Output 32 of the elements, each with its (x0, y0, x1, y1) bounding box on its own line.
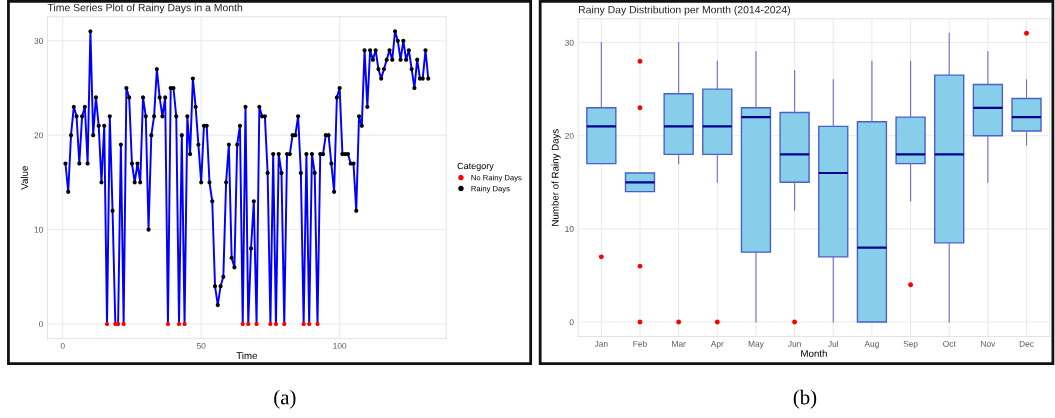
x-tick-label: Nov (981, 340, 996, 347)
y-tick-label: 10 (565, 226, 574, 232)
x-tick-label: Mar (672, 340, 686, 347)
x-tick-label: Sep (903, 340, 918, 349)
x-axis-title: Month (801, 349, 827, 357)
y-tick-label: 30 (565, 39, 574, 46)
x-tick-label: Apr (710, 340, 724, 349)
text: (a) (274, 389, 296, 409)
x-tick-label: 0 (60, 342, 65, 349)
legend-title: Category (457, 162, 494, 171)
text: (b) (793, 389, 817, 409)
x-axis-title: Time (236, 351, 258, 360)
y-tick-label: 0 (569, 319, 574, 326)
y-tick-label: 0 (39, 321, 43, 328)
x-tick-label: 50 (196, 342, 206, 349)
y-tick-label: 20 (565, 132, 574, 139)
x-tick-label: Jan (594, 340, 608, 347)
x-tick-label: Aug (864, 340, 879, 349)
x-tick-label: Dec (1019, 340, 1034, 347)
y-tick-label: 10 (34, 226, 43, 233)
x-tick-label: May (748, 340, 764, 349)
y-tick-label: 30 (34, 37, 43, 44)
x-tick-label: Oct (943, 340, 956, 347)
x-tick-label: 100 (333, 342, 347, 349)
x-tick-label: Jun (788, 340, 801, 347)
chart-title: Time Series Plot of Rainy Days in a Month (47, 3, 243, 14)
y-axis-title: Value (20, 166, 28, 190)
y-tick-label: 20 (34, 132, 43, 139)
x-tick-label: Feb (633, 340, 647, 347)
x-tick-label: Jul (828, 340, 839, 347)
y-axis-title: Number of Rainy Days (551, 129, 561, 226)
chart-title: Rainy Day Distribution per Month (2014-2024) (578, 5, 790, 16)
